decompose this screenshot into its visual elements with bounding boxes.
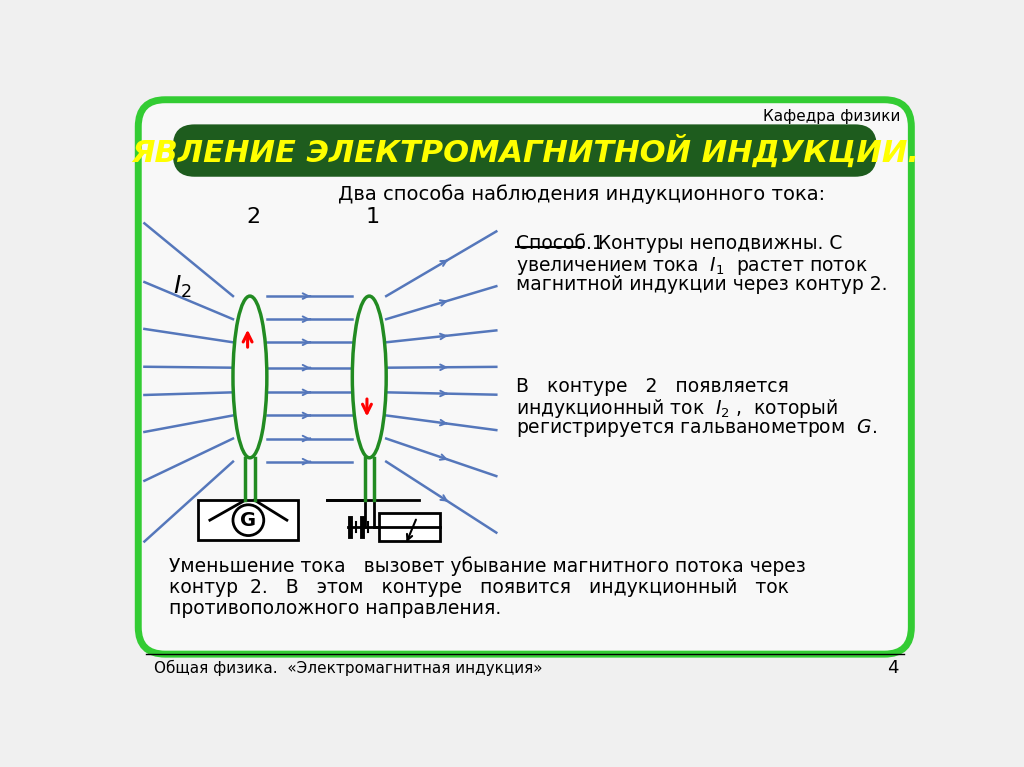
Text: противоположного направления.: противоположного направления. (169, 600, 502, 618)
Text: индукционный ток  $\mathit{I}_2$ ,  который: индукционный ток $\mathit{I}_2$ , которы… (515, 397, 838, 420)
Text: Два способа наблюдения индукционного тока:: Два способа наблюдения индукционного ток… (339, 184, 825, 203)
Text: Способ 1: Способ 1 (515, 235, 603, 253)
Ellipse shape (233, 296, 267, 458)
Bar (379, 513, 440, 541)
Text: ЯВЛЕНИЕ ЭЛЕКТРОМАГНИТНОЙ ИНДУКЦИИ.: ЯВЛЕНИЕ ЭЛЕКТРОМАГНИТНОЙ ИНДУКЦИИ. (131, 135, 919, 168)
Text: 2: 2 (247, 207, 261, 227)
Text: . Контуры неподвижны. С: . Контуры неподвижны. С (587, 235, 843, 253)
Text: магнитной индукции через контур 2.: магнитной индукции через контур 2. (515, 275, 887, 294)
Text: Общая физика.  «Электромагнитная индукция»: Общая физика. «Электромагнитная индукция… (154, 660, 542, 676)
Text: $\mathbf{\mathit{I}}_1$: $\mathbf{\mathit{I}}_1$ (356, 393, 375, 420)
Text: регистрируется гальванометром  $\mathit{G}$.: регистрируется гальванометром $\mathit{G… (515, 417, 877, 439)
Text: Кафедра физики: Кафедра физики (763, 109, 900, 124)
Text: В   контуре   2   появляется: В контуре 2 появляется (515, 377, 788, 396)
FancyBboxPatch shape (173, 124, 877, 176)
Text: контур  2.   В   этом   контуре   появится   индукционный   ток: контур 2. В этом контуре появится индукц… (169, 578, 790, 597)
Bar (199, 500, 298, 540)
Text: $\mathbf{\mathit{I}}_2$: $\mathbf{\mathit{I}}_2$ (173, 274, 193, 300)
Text: G: G (241, 511, 256, 530)
Ellipse shape (352, 296, 386, 458)
Text: Уменьшение тока   вызовет убывание магнитного потока через: Уменьшение тока вызовет убывание магнитн… (169, 556, 806, 576)
Circle shape (233, 505, 264, 535)
Text: 4: 4 (888, 659, 899, 677)
Text: увеличением тока  $\mathit{I}_1$  растет поток: увеличением тока $\mathit{I}_1$ растет п… (515, 255, 867, 277)
FancyBboxPatch shape (138, 100, 911, 654)
Text: 1: 1 (366, 207, 380, 227)
